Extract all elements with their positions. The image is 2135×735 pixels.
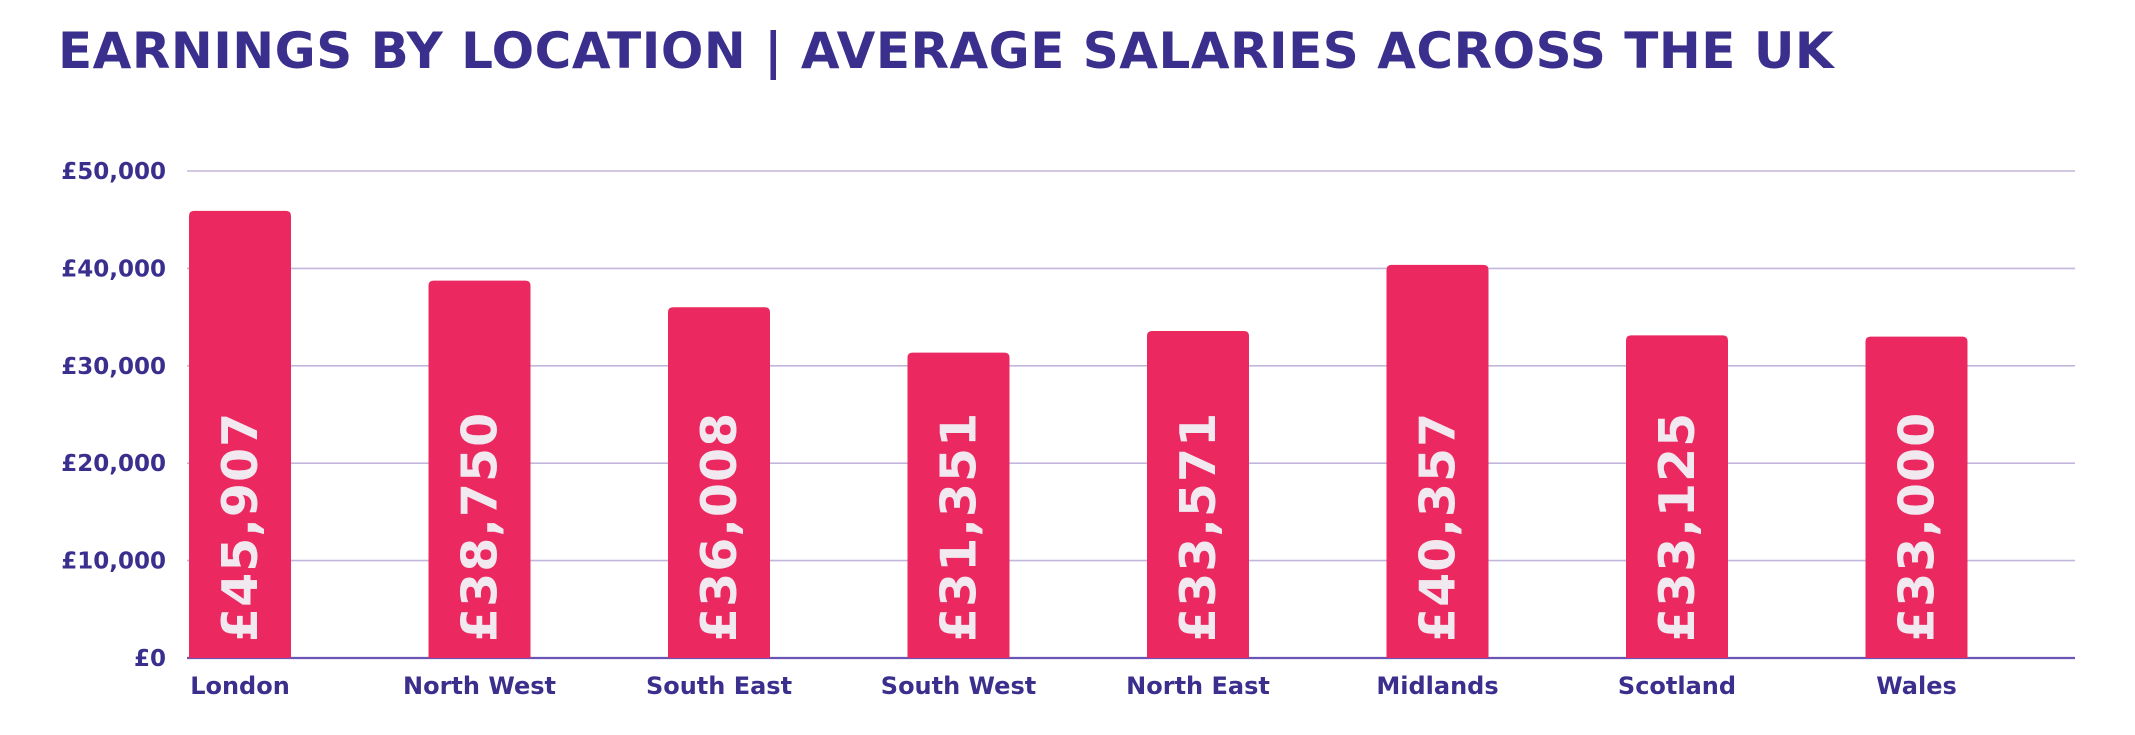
y-tick-label: £40,000 [61, 256, 166, 282]
bars [189, 210, 1968, 658]
x-category-label: Scotland [1618, 672, 1736, 700]
x-category-label: Midlands [1376, 672, 1498, 700]
bar-south-east [668, 307, 770, 658]
bar-value-label: £33,000 [1889, 412, 1946, 642]
bar-value-label: £36,008 [691, 412, 748, 642]
bar-value-label: £33,571 [1170, 412, 1227, 642]
bar-midlands [1386, 264, 1489, 658]
bar-value-label: £38,750 [452, 412, 509, 642]
bar-scotland [1626, 335, 1728, 658]
x-category-label: North East [1126, 672, 1270, 700]
bar-value-label: £45,907 [212, 412, 269, 642]
x-category-label: Wales [1876, 672, 1957, 700]
bar-value-label: £40,357 [1410, 412, 1467, 642]
x-category-label: South West [881, 672, 1036, 700]
y-axis-ticks: £0 £10,000 £20,000 £30,000 £40,000 £50,000 [61, 159, 166, 672]
bar-value-labels: £45,907 £38,750 £36,008 £31,351 £33,571 £40,3… [212, 412, 1946, 642]
y-tick-label: £20,000 [61, 451, 166, 477]
bar-north-west [428, 280, 531, 658]
x-axis-categories: London North West South East South West Nort… [190, 672, 1957, 700]
bar-london [189, 210, 291, 658]
chart-title: EARNINGS BY LOCATION | AVERAGE SALARIES … [58, 22, 1835, 80]
y-tick-label: £50,000 [61, 159, 166, 185]
bar-value-label: £33,125 [1649, 412, 1706, 642]
bar-value-label: £31,351 [931, 412, 988, 642]
x-category-label: South East [646, 672, 792, 700]
x-category-label: North West [403, 672, 556, 700]
y-tick-label: £10,000 [61, 549, 166, 575]
y-tick-label: £30,000 [61, 354, 166, 380]
bar-north-east [1147, 331, 1249, 658]
y-tick-label: £0 [134, 646, 166, 672]
x-category-label: London [190, 672, 290, 700]
bar-south-west [907, 352, 1010, 658]
bar-wales [1865, 336, 1968, 658]
